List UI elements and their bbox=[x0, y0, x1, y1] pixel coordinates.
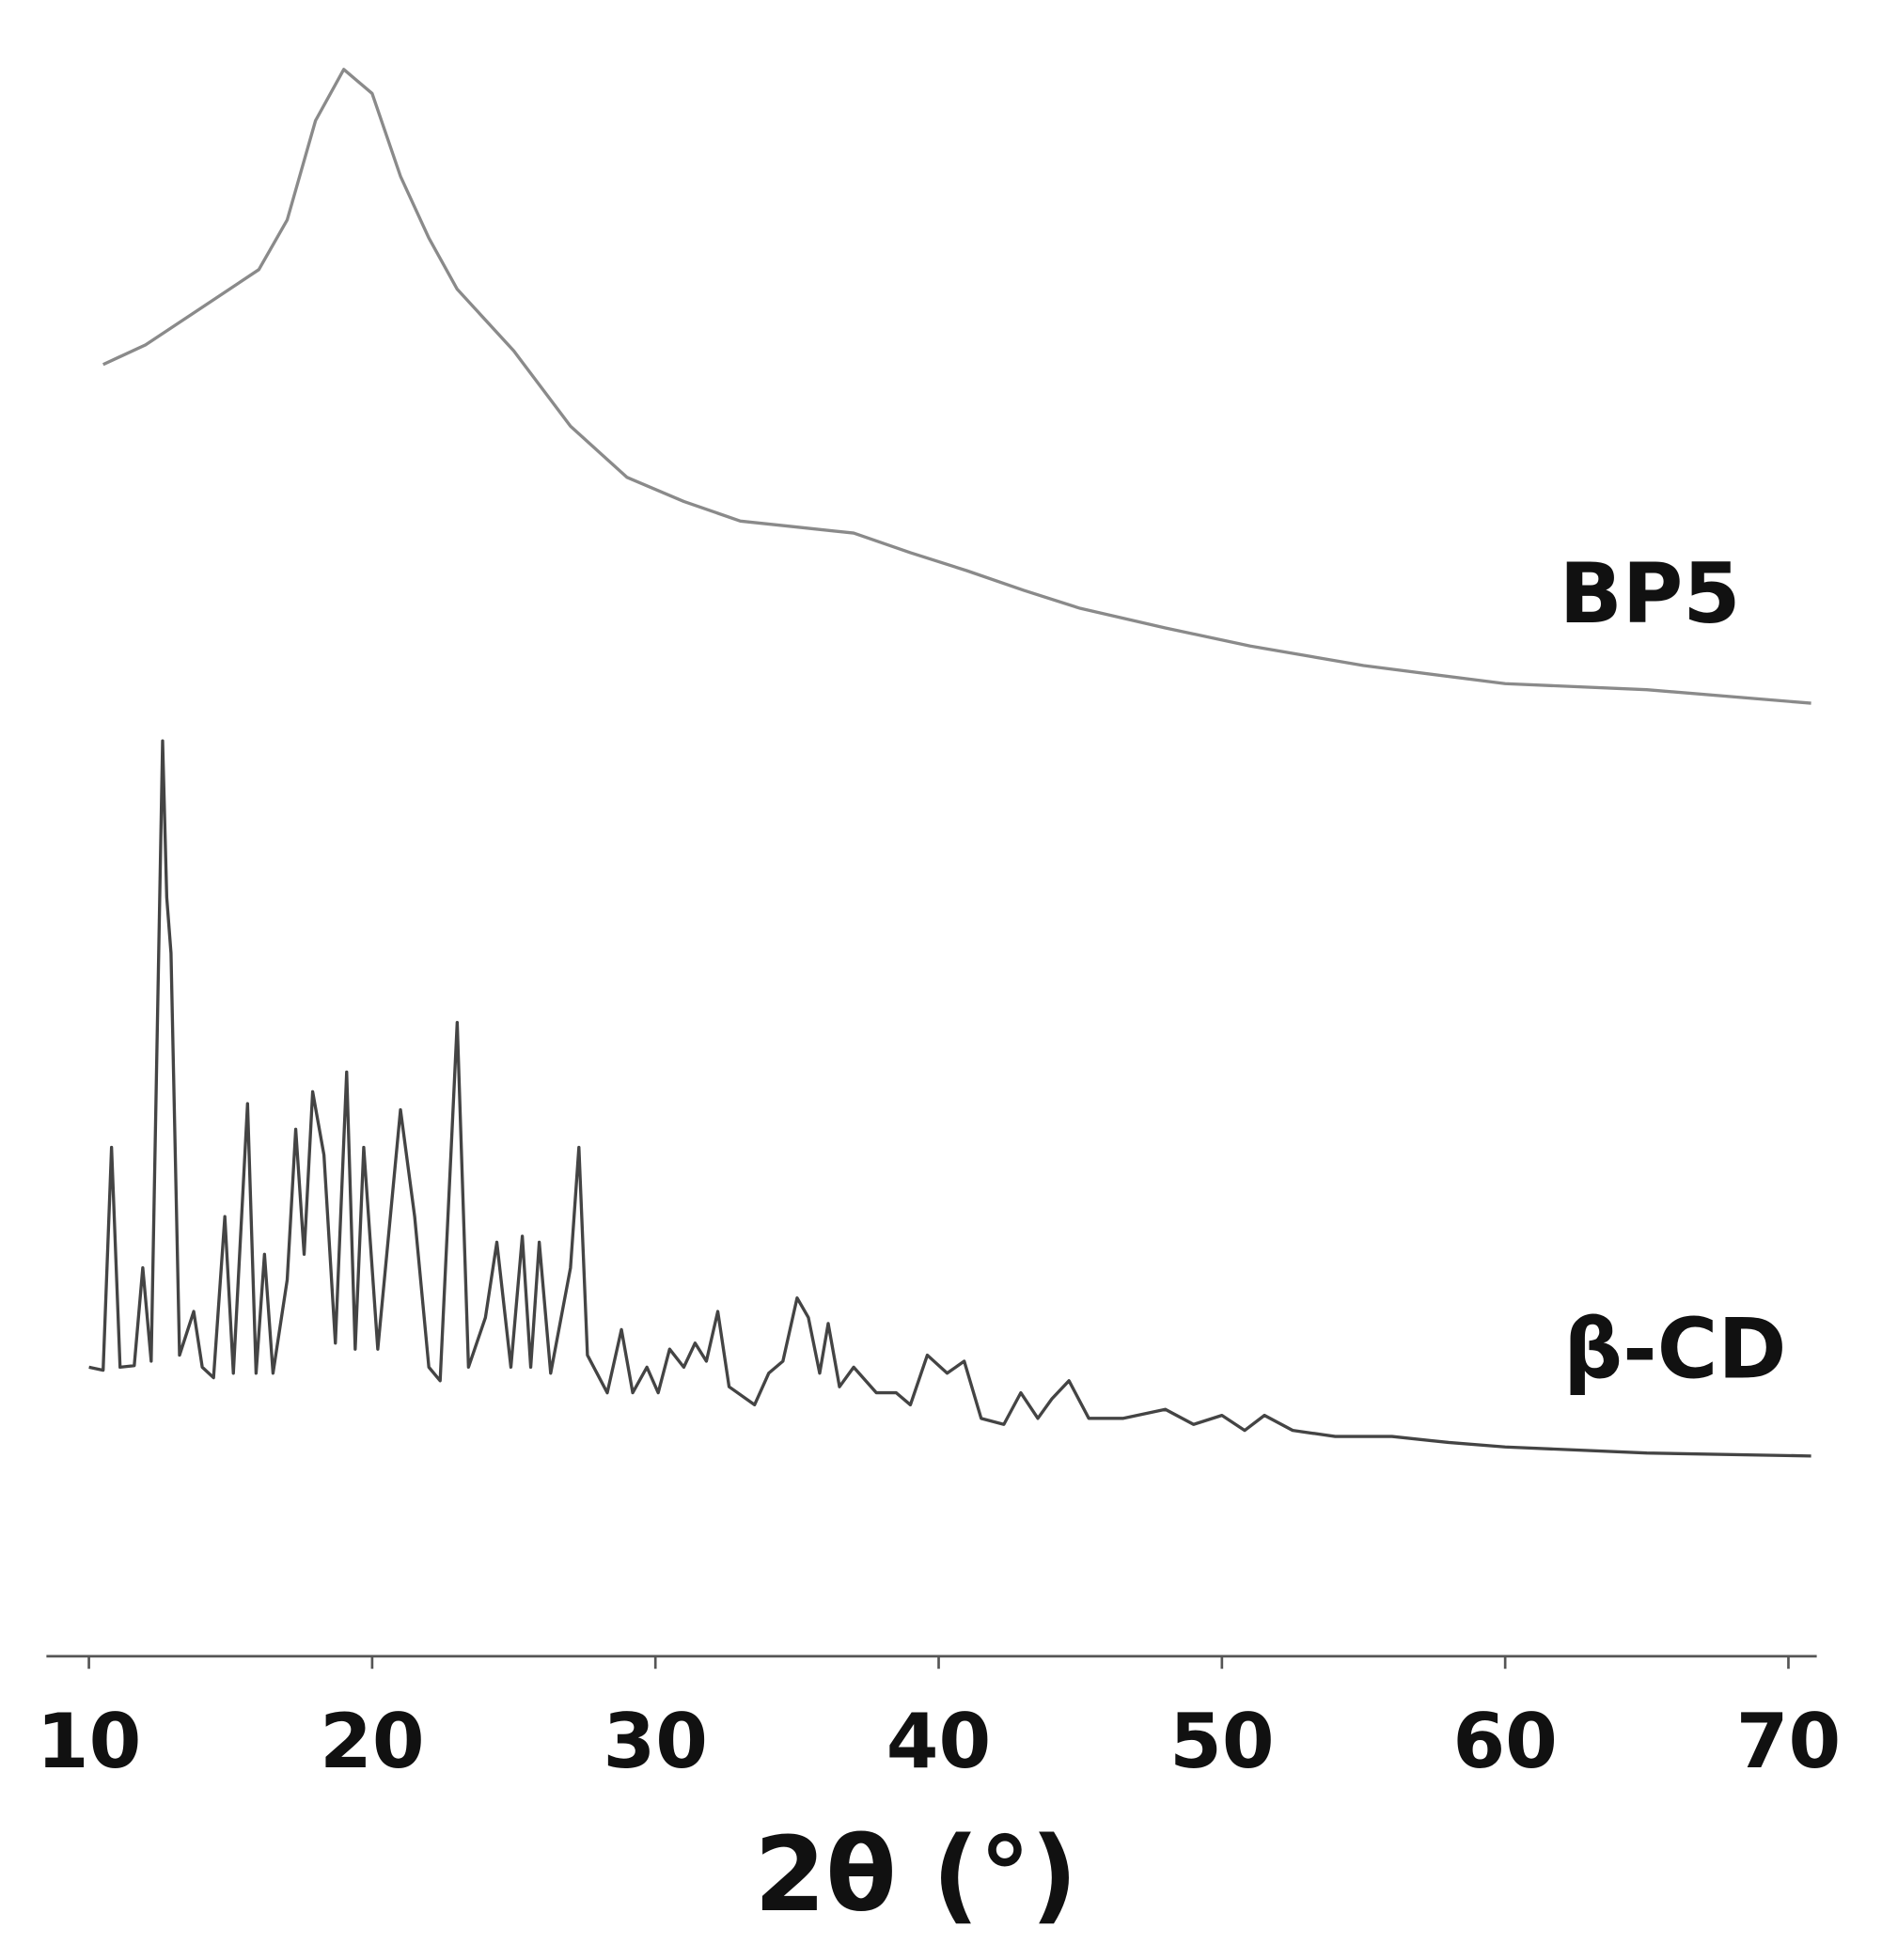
x-tick-label: 20 bbox=[320, 1698, 424, 1785]
x-tick-label: 50 bbox=[1169, 1698, 1274, 1785]
series-label: BP5 bbox=[1560, 545, 1741, 642]
series-line bbox=[102, 68, 1811, 705]
x-tick-label: 70 bbox=[1736, 1698, 1841, 1785]
x-tick-label: 30 bbox=[603, 1698, 707, 1785]
series-line bbox=[88, 739, 1811, 1458]
series-label: β-CD bbox=[1563, 1300, 1786, 1397]
x-tick-label: 40 bbox=[886, 1698, 991, 1785]
x-axis-label: 2θ (°) bbox=[754, 1814, 1077, 1935]
x-tick-label: 60 bbox=[1452, 1698, 1557, 1785]
x-tick-label: 10 bbox=[37, 1698, 141, 1785]
